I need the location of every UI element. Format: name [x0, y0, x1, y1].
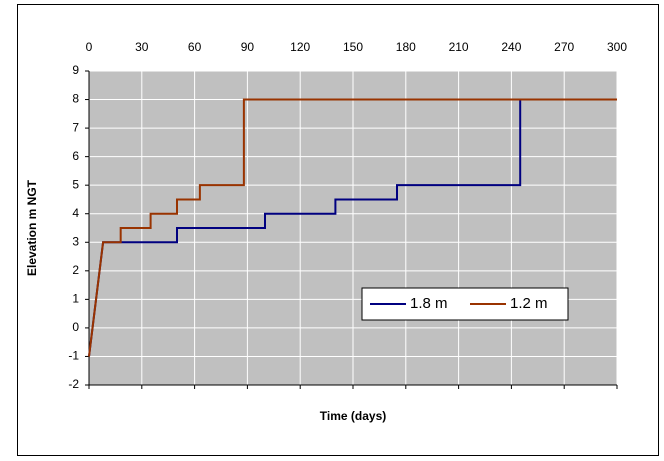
legend-label: 1.8 m	[410, 295, 448, 312]
y-tick-label: 5	[72, 177, 79, 191]
series-line	[88, 98, 617, 357]
x-tick-label: 270	[554, 40, 574, 54]
y-tick-label: 0	[72, 320, 79, 334]
y-tick-label: 9	[72, 63, 79, 77]
x-tick-label: 150	[343, 40, 363, 54]
y-axis-title: Elevation m NGT	[25, 179, 39, 276]
x-tick-label: 60	[188, 40, 202, 54]
y-tick-label: -2	[68, 377, 79, 391]
y-tick-label: 6	[72, 149, 79, 163]
x-axis-title: Time (days)	[320, 409, 386, 423]
y-tick-label: 4	[72, 206, 79, 220]
y-tick-label: 8	[72, 92, 79, 106]
x-tick-label: 180	[396, 40, 416, 54]
y-tick-label: 7	[72, 120, 79, 134]
legend-label: 1.2 m	[510, 295, 548, 312]
y-tick-label: 1	[72, 292, 79, 306]
x-tick-label: 0	[86, 40, 93, 54]
x-tick-label: 30	[135, 40, 149, 54]
series-line	[88, 98, 617, 357]
x-tick-label: 240	[501, 40, 521, 54]
y-tick-label: 2	[72, 263, 79, 277]
y-tick-label: -1	[68, 349, 79, 363]
x-tick-label: 300	[607, 40, 627, 54]
y-tick-label: 3	[72, 234, 79, 248]
x-tick-label: 90	[241, 40, 255, 54]
x-tick-label: 120	[290, 40, 310, 54]
x-tick-label: 210	[449, 40, 469, 54]
